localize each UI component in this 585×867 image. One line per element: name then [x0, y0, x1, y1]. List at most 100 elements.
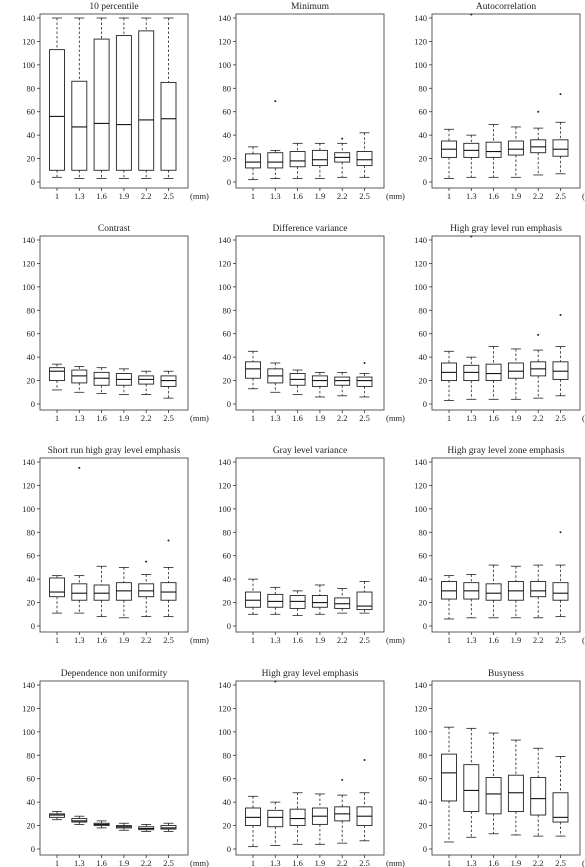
box-2.5: [356, 581, 373, 614]
y-tick-label: 40: [27, 574, 36, 584]
box-1.9: [311, 584, 328, 615]
outlier-point: [559, 93, 562, 96]
x-tick-label: 2.2: [141, 635, 152, 645]
y-tick-label: 40: [27, 797, 36, 807]
y-tick-label: 120: [22, 703, 35, 713]
iqr-box: [160, 81, 177, 171]
x-tick-label: 1: [251, 191, 255, 201]
outlier-point: [559, 531, 562, 534]
x-tick-label: 1.3: [270, 413, 281, 423]
x-tick-label: 1.6: [488, 858, 499, 867]
plot-frame: [39, 457, 189, 633]
outlier-point: [470, 235, 473, 238]
plot-frame: [39, 235, 189, 411]
x-tick-label: 1.3: [270, 858, 281, 867]
x-tick-label: 1.9: [315, 191, 326, 201]
x-tick-label: 1.3: [466, 858, 477, 867]
y-tick-label: 60: [419, 329, 428, 339]
box-2.5: [356, 132, 373, 178]
x-tick-label: 2.5: [359, 413, 370, 423]
y-tick-label: 120: [22, 36, 35, 46]
chart-title: High gray level run emphasis: [450, 224, 562, 234]
x-unit-label: (mm): [386, 413, 405, 423]
y-tick-label: 0: [227, 844, 231, 854]
y-tick-label: 40: [419, 574, 428, 584]
y-tick-label: 20: [419, 821, 428, 831]
iqr-box: [552, 139, 569, 157]
iqr-box: [311, 149, 328, 167]
box-2.5: [356, 362, 373, 398]
iqr-box: [71, 583, 88, 601]
box-2.2: [334, 137, 351, 178]
iqr-box: [267, 152, 284, 169]
box-1.9: [311, 142, 328, 179]
y-tick-label: 60: [419, 551, 428, 561]
iqr-box: [93, 38, 110, 171]
y-tick-label: 0: [227, 177, 231, 187]
y-tick-label: 0: [31, 177, 35, 187]
x-unit-label: (mm): [386, 191, 405, 201]
box-1.6: [289, 792, 306, 845]
y-tick-label: 60: [27, 774, 36, 784]
y-tick-label: 20: [27, 154, 36, 164]
y-tick-label: 80: [223, 527, 232, 537]
x-tick-label: 2.2: [533, 413, 544, 423]
box-1.3: [71, 17, 88, 179]
box-1.6: [93, 820, 110, 829]
box-1.6: [93, 565, 110, 618]
box-1.6: [93, 367, 110, 394]
y-tick-label: 20: [27, 598, 36, 608]
y-tick-label: 60: [419, 774, 428, 784]
box-1.6: [289, 369, 306, 396]
box-1: [49, 811, 65, 821]
box-2.5: [160, 370, 177, 399]
box-2.5: [552, 531, 569, 618]
x-tick-label: 2.2: [337, 858, 348, 867]
iqr-box: [245, 361, 261, 379]
y-tick-label: 0: [423, 177, 427, 187]
outlier-point: [537, 333, 540, 336]
y-tick-label: 40: [419, 797, 428, 807]
y-tick-label: 140: [414, 457, 427, 467]
y-tick-label: 0: [423, 621, 427, 631]
box-1.9: [311, 793, 328, 845]
x-unit-label: (mm): [582, 635, 585, 645]
outlier-point: [145, 560, 148, 563]
box-1: [441, 575, 457, 620]
y-tick-label: 120: [218, 480, 231, 490]
y-tick-label: 60: [27, 107, 36, 117]
x-tick-label: 1.9: [119, 635, 130, 645]
iqr-box: [138, 583, 155, 598]
box-2.2: [530, 747, 547, 837]
box-2.2: [334, 371, 351, 397]
y-tick-label: 0: [31, 621, 35, 631]
box-2.5: [552, 313, 569, 397]
chart-title: High gray level emphasis: [262, 669, 359, 679]
y-tick-label: 120: [414, 258, 427, 268]
iqr-box: [311, 375, 328, 387]
iqr-box: [93, 584, 110, 601]
y-tick-label: 140: [218, 457, 231, 467]
x-tick-label: 2.5: [163, 191, 174, 201]
y-tick-label: 60: [223, 329, 232, 339]
y-tick-label: 0: [423, 399, 427, 409]
x-tick-label: 2.2: [533, 858, 544, 867]
y-tick-label: 80: [419, 305, 428, 315]
iqr-box: [115, 35, 132, 171]
iqr-box: [245, 153, 261, 169]
x-tick-label: 1.6: [96, 858, 107, 867]
y-tick-label: 80: [223, 83, 232, 93]
x-tick-label: 1.6: [488, 635, 499, 645]
box-2.2: [138, 370, 155, 396]
y-tick-label: 20: [223, 154, 232, 164]
y-tick-label: 100: [22, 727, 35, 737]
box-1: [49, 575, 65, 614]
iqr-box: [71, 369, 88, 384]
x-tick-label: 2.2: [141, 413, 152, 423]
x-unit-label: (mm): [386, 635, 405, 645]
iqr-box: [463, 364, 480, 382]
x-tick-label: 1.9: [315, 635, 326, 645]
y-tick-label: 100: [22, 504, 35, 514]
x-tick-label: 1.9: [511, 635, 522, 645]
y-tick-label: 40: [27, 130, 36, 140]
